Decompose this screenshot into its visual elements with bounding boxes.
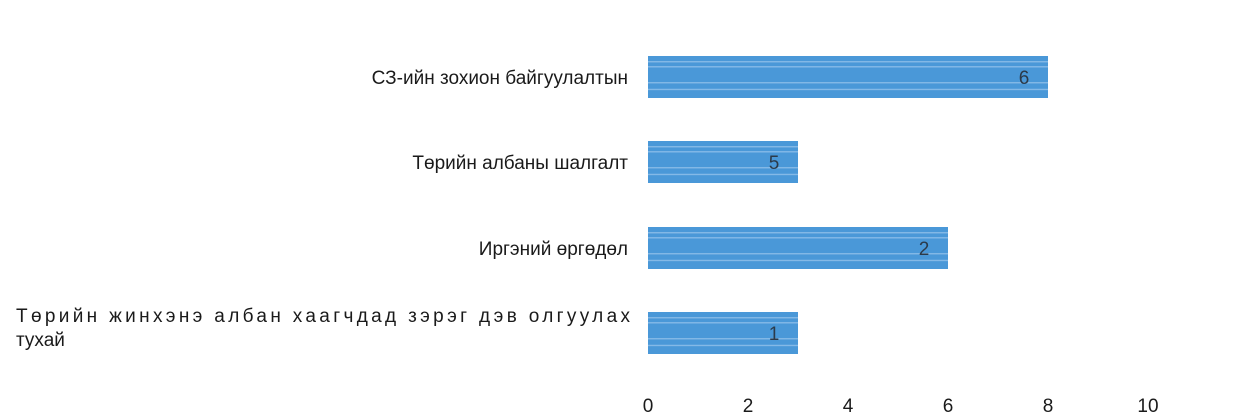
category-label-2: Төрийн албаны шалгалт (412, 153, 628, 174)
data-label-4: 1 (769, 324, 780, 345)
category-label-4-line-2: тухай (16, 330, 65, 351)
bar-highlight-line (648, 146, 798, 148)
bar-4 (648, 312, 798, 354)
bar-2 (648, 141, 798, 183)
x-tick-label-6: 6 (943, 396, 954, 417)
bar-rect (648, 141, 798, 183)
bar-highlight-line (648, 322, 798, 324)
bar-highlight-line (648, 237, 948, 239)
category-label-3: Иргэний өргөдөл (479, 239, 628, 260)
x-tick-label-4: 4 (843, 396, 854, 417)
bar-highlight-line (648, 151, 798, 153)
x-tick-label-10: 10 (1137, 396, 1158, 417)
bar-rect (648, 312, 798, 354)
bar-highlight-line (648, 167, 798, 169)
bar-rect (648, 227, 948, 269)
bar-3 (648, 227, 948, 269)
data-label-1: 6 (1019, 68, 1030, 89)
x-axis-ticks: 0 2 4 6 8 10 (643, 396, 1159, 417)
x-tick-label-8: 8 (1043, 396, 1054, 417)
bar-highlight-line (648, 253, 948, 255)
x-tick-label-2: 2 (743, 396, 754, 417)
category-label-4-line-1: Төрийн жинхэнэ албан хаагчдад зэрэг дэв … (16, 306, 631, 327)
category-label-1: СЗ-ийн зохион байгуулалтын (372, 68, 628, 89)
bar-rect (648, 56, 1048, 98)
bar-1 (648, 56, 1048, 98)
bar-highlight-line (648, 82, 1048, 84)
category-labels: СЗ-ийн зохион байгуулалтын Төрийн албаны … (16, 68, 631, 351)
bar-highlight-line (648, 317, 798, 319)
bar-highlight-line (648, 173, 798, 176)
bar-highlight-line (648, 338, 798, 340)
bar-highlight-line (648, 259, 948, 262)
bars: 6 5 2 1 (648, 56, 1048, 354)
x-tick-label-0: 0 (643, 396, 654, 417)
bar-highlight-line (648, 232, 948, 234)
bar-highlight-line (648, 344, 798, 347)
bar-highlight-line (648, 61, 1048, 63)
bar-highlight-line (648, 88, 1048, 91)
data-label-3: 2 (919, 239, 930, 260)
bar-highlight-line (648, 66, 1048, 68)
data-label-2: 5 (769, 153, 780, 174)
